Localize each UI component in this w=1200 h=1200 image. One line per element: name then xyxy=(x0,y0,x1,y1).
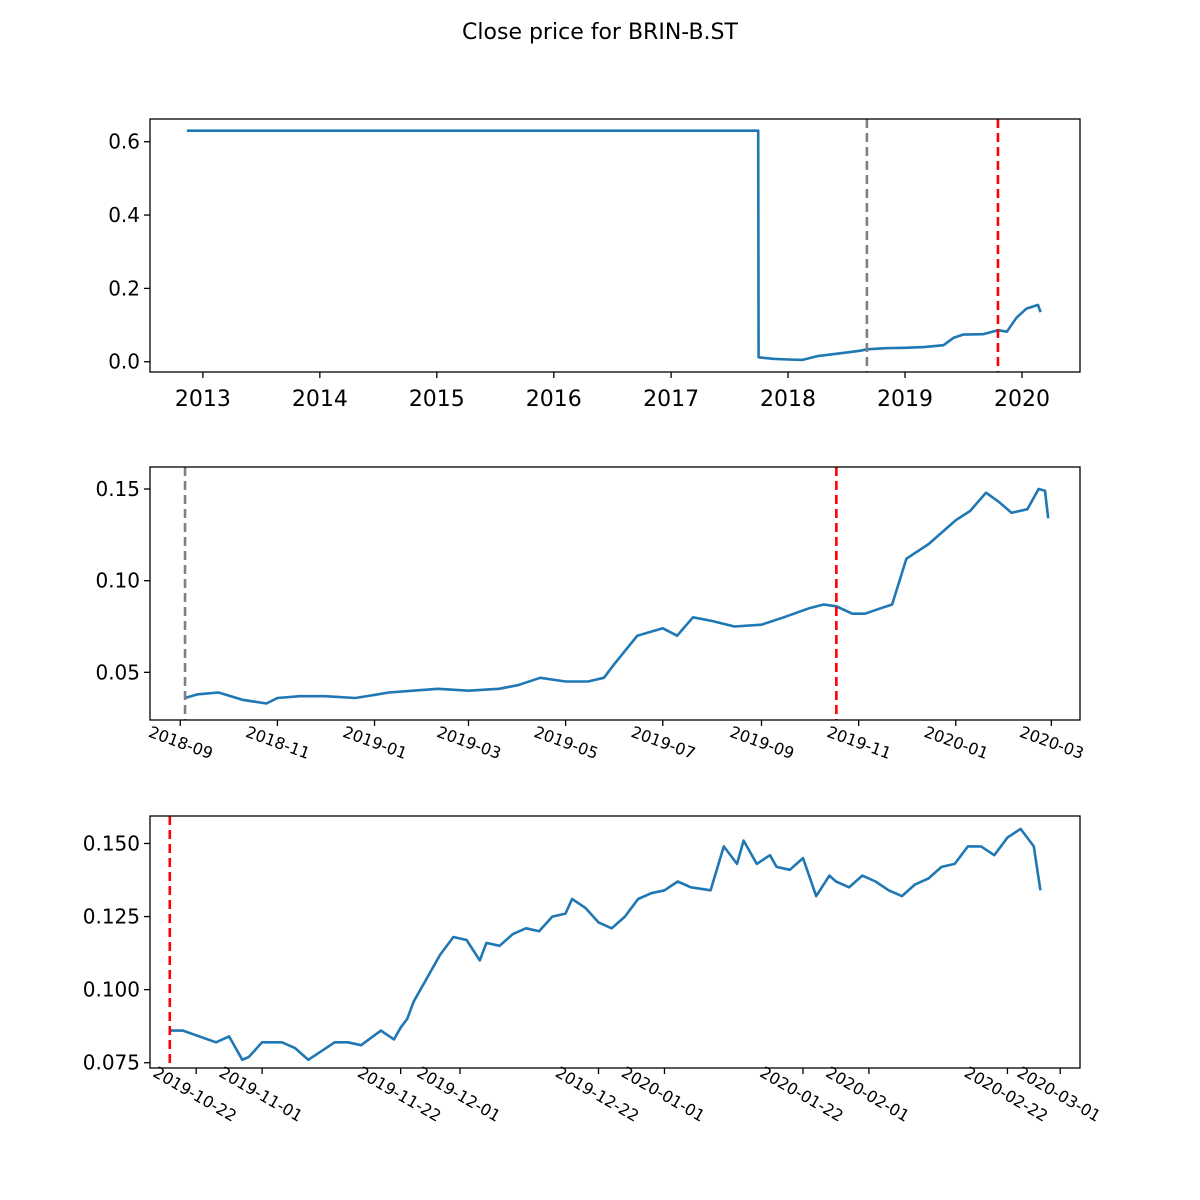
panel-3-series-line xyxy=(169,827,1042,1062)
panel-2-x-tick-label: 2018-11 xyxy=(243,722,312,763)
panel-1-x-tick-label: 2015 xyxy=(409,387,465,412)
panel-1-x-tick-label: 2014 xyxy=(292,387,348,412)
panel-2-x-tick-label: 2019-09 xyxy=(727,722,796,763)
panel-1-series-line xyxy=(186,129,1042,362)
panel-1-x-tick-label: 2019 xyxy=(877,387,933,412)
panel-2-x-tick-label: 2018-09 xyxy=(146,722,215,763)
panel-1-x-tick-label: 2017 xyxy=(643,387,699,412)
panel-1-y-tick-label: 0.6 xyxy=(108,130,140,154)
panel-2-y-tick-label: 0.15 xyxy=(95,477,140,501)
panel-3-y-tick-label: 0.125 xyxy=(83,905,140,929)
chart-title: Close price for BRIN-B.ST xyxy=(462,20,738,45)
panel-3-y-tick-label: 0.150 xyxy=(83,831,140,855)
panel-2-series-line xyxy=(184,487,1050,705)
panel-1-x-tick-label: 2013 xyxy=(175,387,231,412)
panel-2-x-tick-label: 2019-01 xyxy=(340,722,409,763)
panel-1-x-tick-label: 2016 xyxy=(526,387,582,412)
panel-3-frame xyxy=(149,815,1081,1069)
panel-3-y-tick-label: 0.100 xyxy=(83,978,140,1002)
panel-2-x-tick-label: 2019-11 xyxy=(824,722,893,763)
panel-1-y-tick-label: 0.0 xyxy=(108,350,140,374)
panel-2-y-tick-label: 0.05 xyxy=(95,660,140,684)
panel-3-y-tick-label: 0.075 xyxy=(83,1051,140,1075)
panel-1-x-tick-label: 2020 xyxy=(994,387,1050,412)
panel-2-x-tick-label: 2019-03 xyxy=(434,722,503,763)
panel-1-frame xyxy=(149,118,1081,373)
panel-2-frame xyxy=(149,466,1081,721)
panel-2-x-tick-label: 2020-03 xyxy=(1017,722,1086,763)
panel-2-x-tick-label: 2019-05 xyxy=(531,722,600,763)
panel-1-y-tick-label: 0.4 xyxy=(108,203,140,227)
panel-2-y-tick-label: 0.10 xyxy=(95,569,140,593)
panel-1-x-tick-label: 2018 xyxy=(760,387,816,412)
panel-1-y-tick-label: 0.2 xyxy=(108,276,140,300)
panel-2-x-tick-label: 2019-07 xyxy=(629,722,698,763)
panel-2-x-tick-label: 2020-01 xyxy=(922,722,991,763)
